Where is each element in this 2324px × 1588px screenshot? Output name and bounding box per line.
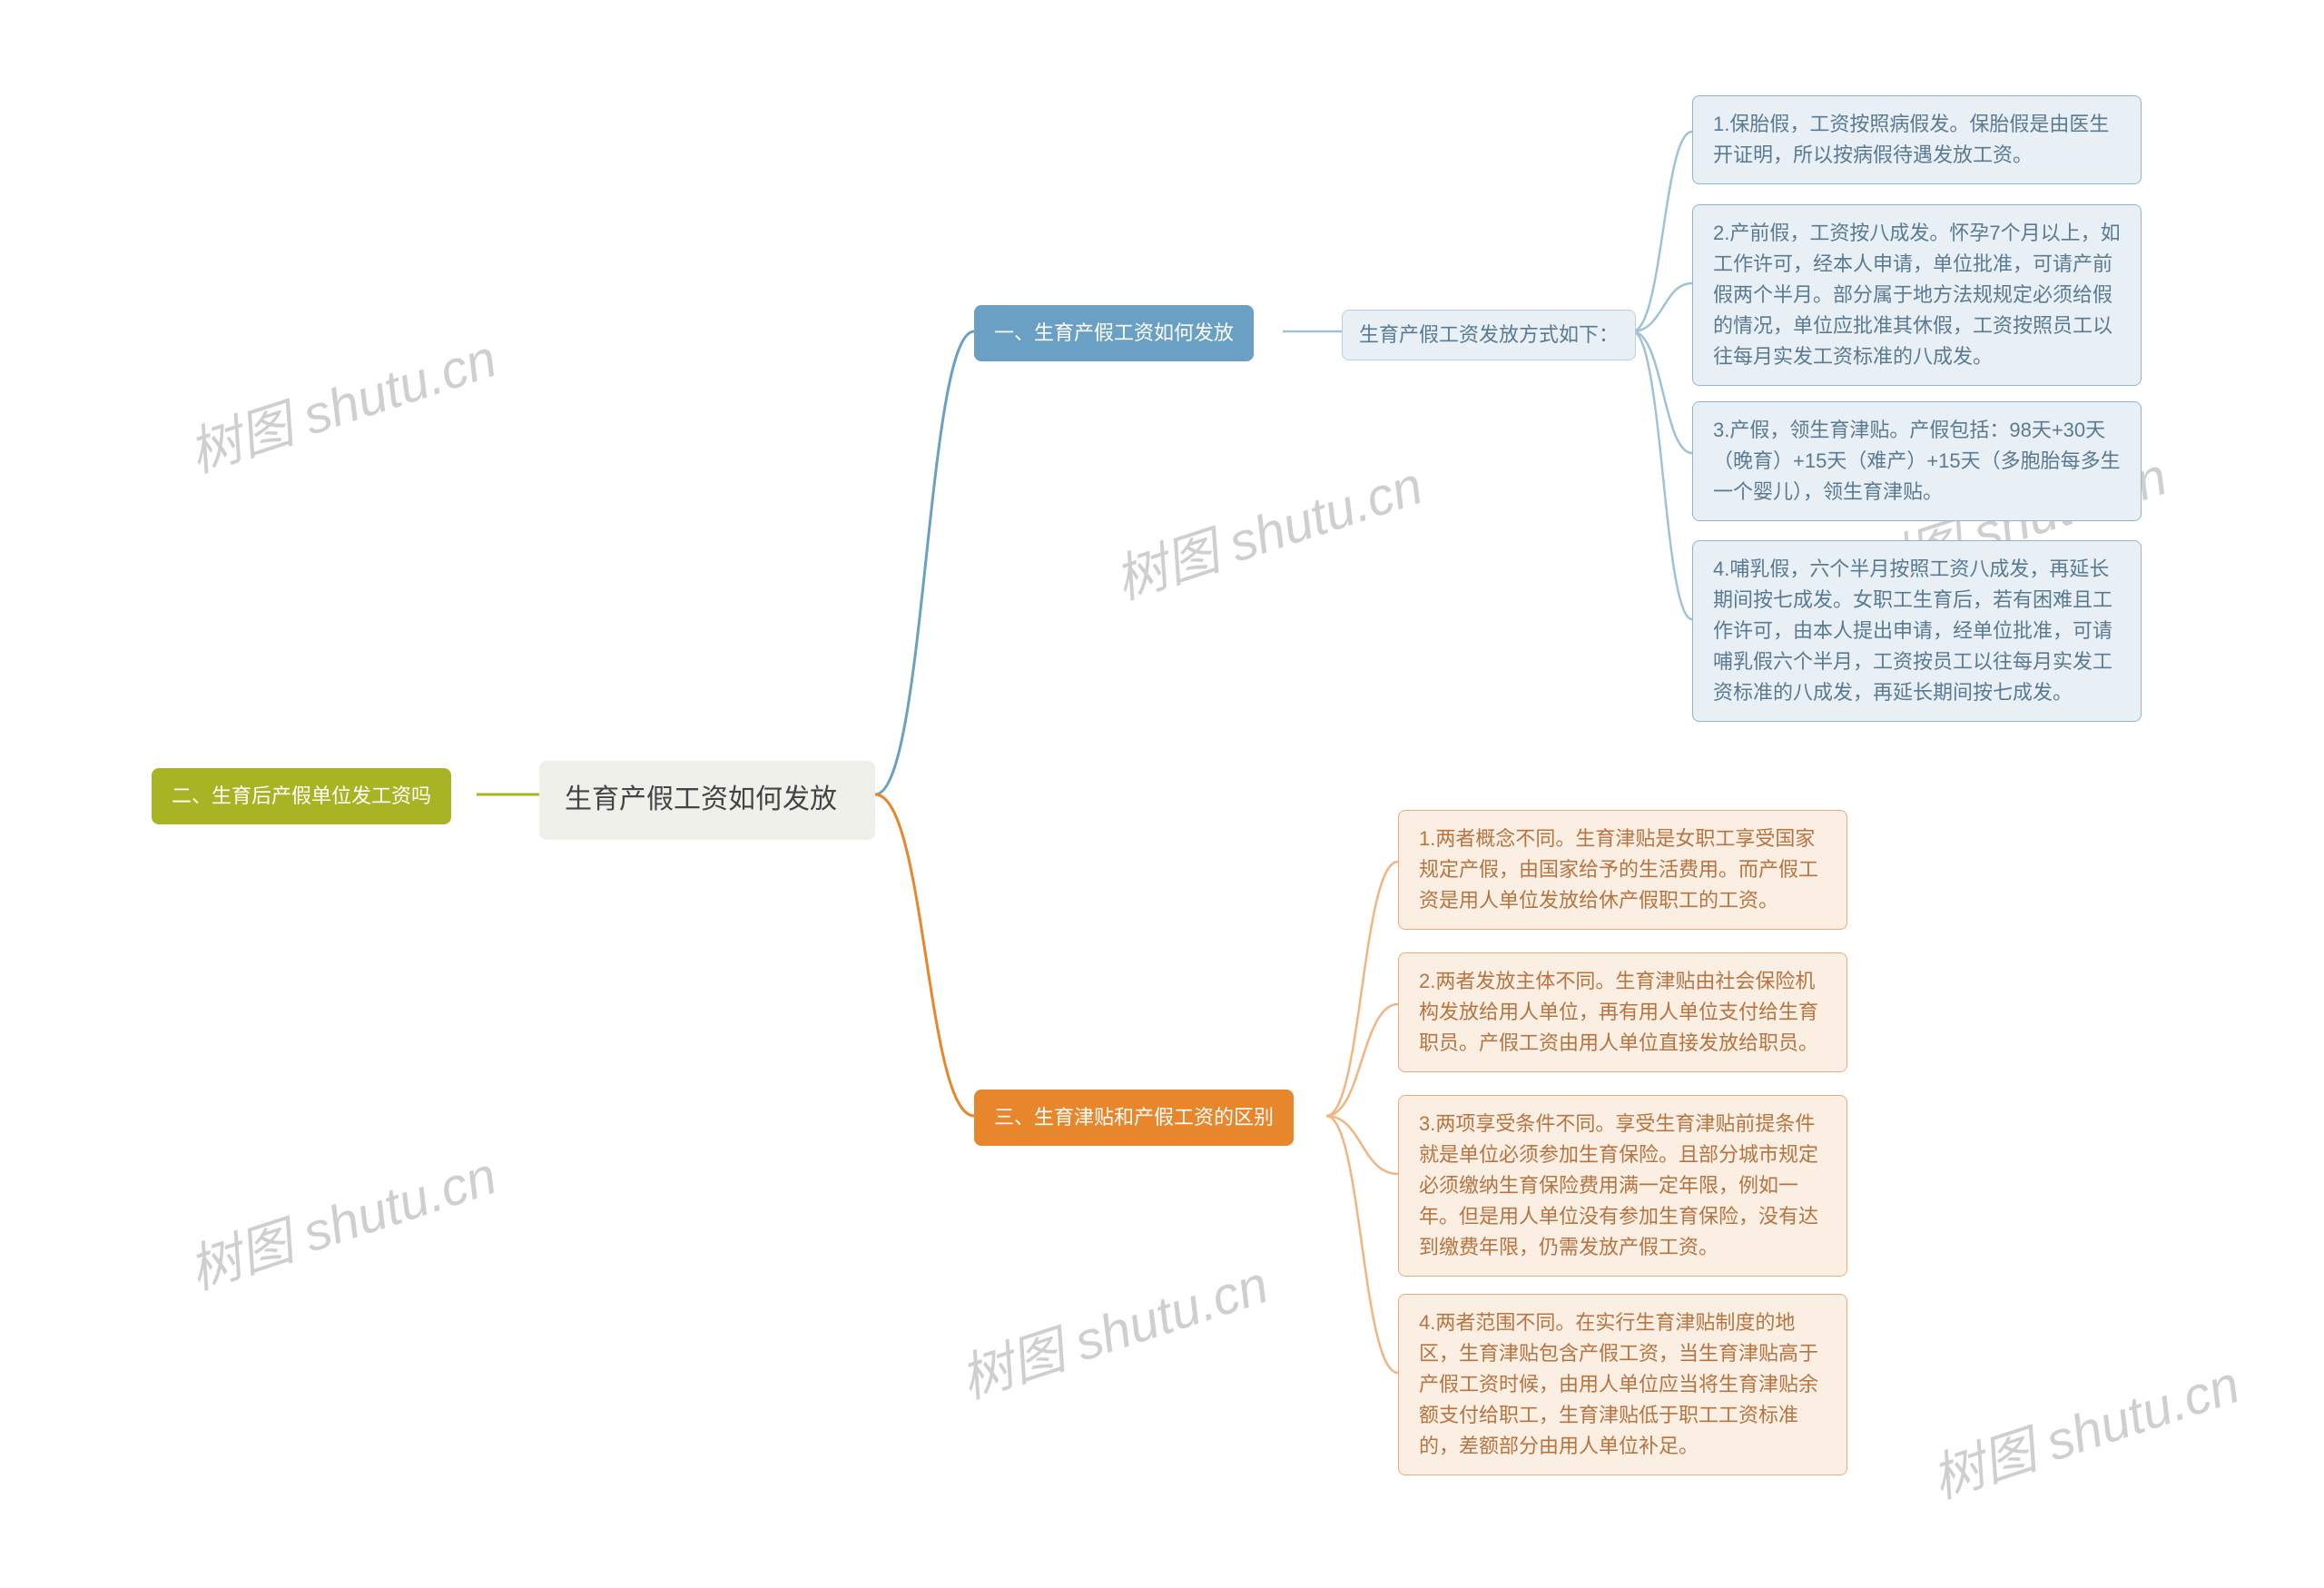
leaf-text: 2.两者发放主体不同。生育津贴由社会保险机构发放给用人单位，再有用人单位支付给生… <box>1419 970 1818 1054</box>
branch3-label: 三、生育津贴和产假工资的区别 <box>994 1106 1274 1129</box>
watermark: 树图 shutu.cn <box>950 1242 1276 1413</box>
leaf-text: 4.哺乳假，六个半月按照工资八成发，再延长期间按七成发。女职工生育后，若有困难且… <box>1713 557 2112 704</box>
branch1-label: 一、生育产假工资如何发放 <box>994 321 1234 344</box>
branch1-node: 一、生育产假工资如何发放 <box>974 305 1254 361</box>
branch1-sub-node: 生育产假工资发放方式如下： <box>1342 310 1636 360</box>
leaf-text: 4.两者范围不同。在实行生育津贴制度的地区，生育津贴包含产假工资，当生育津贴高于… <box>1419 1311 1818 1457</box>
branch2-node: 二、生育后产假单位发工资吗 <box>152 768 451 824</box>
branch1-leaf: 4.哺乳假，六个半月按照工资八成发，再延长期间按七成发。女职工生育后，若有困难且… <box>1692 540 2142 722</box>
root-node: 生育产假工资如何发放 <box>539 761 875 840</box>
branch3-leaf: 4.两者范围不同。在实行生育津贴制度的地区，生育津贴包含产假工资，当生育津贴高于… <box>1398 1294 1847 1475</box>
leaf-text: 3.产假，领生育津贴。产假包括：98天+30天（晚育）+15天（难产）+15天（… <box>1713 419 2121 503</box>
leaf-text: 1.两者概念不同。生育津贴是女职工享受国家规定产假，由国家给予的生活费用。而产假… <box>1419 827 1818 912</box>
branch1-leaf: 3.产假，领生育津贴。产假包括：98天+30天（晚育）+15天（难产）+15天（… <box>1692 401 2142 521</box>
branch3-leaf: 1.两者概念不同。生育津贴是女职工享受国家规定产假，由国家给予的生活费用。而产假… <box>1398 810 1847 930</box>
branch3-node: 三、生育津贴和产假工资的区别 <box>974 1090 1294 1146</box>
watermark: 树图 shutu.cn <box>178 1133 505 1304</box>
leaf-text: 1.保胎假，工资按照病假发。保胎假是由医生开证明，所以按病假待遇发放工资。 <box>1713 113 2109 166</box>
watermark: 树图 shutu.cn <box>1104 443 1431 614</box>
branch3-leaf: 3.两项享受条件不同。享受生育津贴前提条件就是单位必须参加生育保险。且部分城市规… <box>1398 1095 1847 1277</box>
branch1-leaf: 1.保胎假，工资按照病假发。保胎假是由医生开证明，所以按病假待遇发放工资。 <box>1692 95 2142 184</box>
leaf-text: 3.两项享受条件不同。享受生育津贴前提条件就是单位必须参加生育保险。且部分城市规… <box>1419 1112 1818 1258</box>
branch1-leaf: 2.产前假，工资按八成发。怀孕7个月以上，如工作许可，经本人申请，单位批准，可请… <box>1692 204 2142 386</box>
branch1-sub-label: 生育产假工资发放方式如下： <box>1359 323 1619 346</box>
root-label: 生育产假工资如何发放 <box>565 784 837 814</box>
watermark: 树图 shutu.cn <box>1921 1342 2248 1513</box>
branch2-label: 二、生育后产假单位发工资吗 <box>172 784 431 807</box>
leaf-text: 2.产前假，工资按八成发。怀孕7个月以上，如工作许可，经本人申请，单位批准，可请… <box>1713 222 2121 368</box>
branch3-leaf: 2.两者发放主体不同。生育津贴由社会保险机构发放给用人单位，再有用人单位支付给生… <box>1398 952 1847 1072</box>
watermark: 树图 shutu.cn <box>178 316 505 487</box>
